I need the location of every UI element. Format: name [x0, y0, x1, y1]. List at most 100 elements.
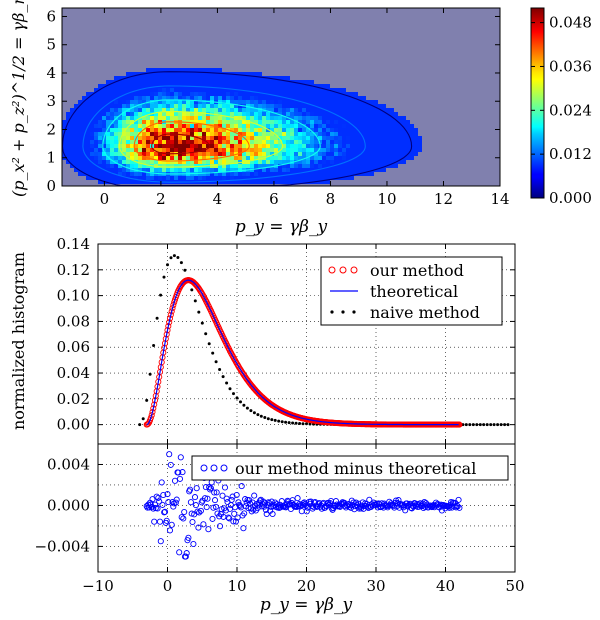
- heat-cell: [118, 80, 122, 84]
- heat-cell: [106, 160, 110, 164]
- heat-cell: [266, 172, 270, 176]
- heat-cell: [262, 152, 266, 156]
- heat-cell: [154, 144, 158, 148]
- heat-cell: [186, 152, 190, 156]
- heat-cell: [114, 148, 118, 152]
- heat-cell: [202, 136, 206, 140]
- heat-cell: [142, 136, 146, 140]
- heat-cell: [150, 120, 154, 124]
- heat-cell: [290, 112, 294, 116]
- heat-cell: [106, 120, 110, 124]
- heat-cell: [258, 100, 262, 104]
- heat-cell: [254, 172, 258, 176]
- heat-cell: [178, 148, 182, 152]
- heat-cell: [270, 136, 274, 140]
- heat-cell: [318, 176, 322, 180]
- heat-cell: [262, 80, 266, 84]
- heat-cell: [142, 80, 146, 84]
- heat-cell: [374, 160, 378, 164]
- residual-point: [190, 540, 197, 548]
- heat-cell: [322, 172, 326, 176]
- heat-cell: [362, 120, 366, 124]
- y-tick-label: 0.04: [57, 364, 90, 382]
- heat-cell: [298, 180, 302, 184]
- heat-cell: [346, 136, 350, 140]
- residual-point: [294, 495, 301, 502]
- heat-cell: [302, 148, 306, 152]
- heat-cell: [198, 116, 202, 120]
- heat-cell: [98, 100, 102, 104]
- heat-cell: [306, 148, 310, 152]
- heat-cell: [366, 116, 370, 120]
- heat-cell: [174, 128, 178, 132]
- heat-cell: [194, 80, 198, 84]
- heat-cell: [254, 124, 258, 128]
- x-tick-label: 0: [163, 577, 173, 595]
- heat-cell: [138, 132, 142, 136]
- naive-method-point: [259, 414, 263, 418]
- heat-cell: [390, 108, 394, 112]
- heat-cell: [154, 84, 158, 88]
- heat-cell: [202, 152, 206, 156]
- heat-cell: [102, 96, 106, 100]
- heat-cell: [382, 160, 386, 164]
- heat-cell: [294, 124, 298, 128]
- heat-cell: [134, 164, 138, 168]
- heat-cell: [266, 148, 270, 152]
- heat-cell: [202, 68, 206, 72]
- heat-cell: [246, 100, 250, 104]
- heat-cell: [78, 160, 82, 164]
- heat-cell: [238, 84, 242, 88]
- heat-cell: [218, 76, 222, 80]
- heat-cell: [82, 116, 86, 120]
- heat-cell: [410, 156, 414, 160]
- x-tick-label: 20: [297, 577, 316, 595]
- heat-cell: [310, 152, 314, 156]
- heat-cell: [122, 168, 126, 172]
- heat-cell: [230, 156, 234, 160]
- heat-cell: [178, 116, 182, 120]
- heat-cell: [74, 144, 78, 148]
- heat-cell: [278, 84, 282, 88]
- heat-cell: [142, 164, 146, 168]
- heat-cell: [278, 76, 282, 80]
- heat-cell: [202, 72, 206, 76]
- heat-cell: [230, 160, 234, 164]
- heat-cell: [70, 128, 74, 132]
- heat-cell: [194, 124, 198, 128]
- heat-cell: [134, 96, 138, 100]
- heat-cell: [94, 116, 98, 120]
- heat-cell: [170, 176, 174, 180]
- heat-cell: [98, 156, 102, 160]
- heat-cell: [106, 136, 110, 140]
- heat-cell: [114, 144, 118, 148]
- naive-method-point: [225, 381, 229, 385]
- heat-cell: [322, 104, 326, 108]
- heat-cell: [98, 164, 102, 168]
- heat-cell: [170, 100, 174, 104]
- heat-cell: [98, 92, 102, 96]
- heat-cell: [182, 168, 186, 172]
- heat-cell: [186, 88, 190, 92]
- heat-cell: [194, 160, 198, 164]
- heat-cell: [82, 164, 86, 168]
- heat-cell: [370, 136, 374, 140]
- heat-cell: [146, 144, 150, 148]
- heat-cell: [322, 116, 326, 120]
- heat-cell: [218, 164, 222, 168]
- residual-point: [261, 503, 268, 510]
- heat-cell: [154, 120, 158, 124]
- heat-cell: [274, 156, 278, 160]
- heat-cell: [178, 160, 182, 164]
- heat-cell: [258, 172, 262, 176]
- heat-cell: [306, 80, 310, 84]
- heat-cell: [142, 124, 146, 128]
- heat-cell: [290, 152, 294, 156]
- heat-cell: [278, 100, 282, 104]
- heat-cell: [82, 156, 86, 160]
- heat-cell: [362, 116, 366, 120]
- heat-cell: [110, 80, 114, 84]
- heat-cell: [290, 108, 294, 112]
- naive-method-point: [172, 254, 176, 258]
- legend-label-our-method: our method: [370, 261, 464, 280]
